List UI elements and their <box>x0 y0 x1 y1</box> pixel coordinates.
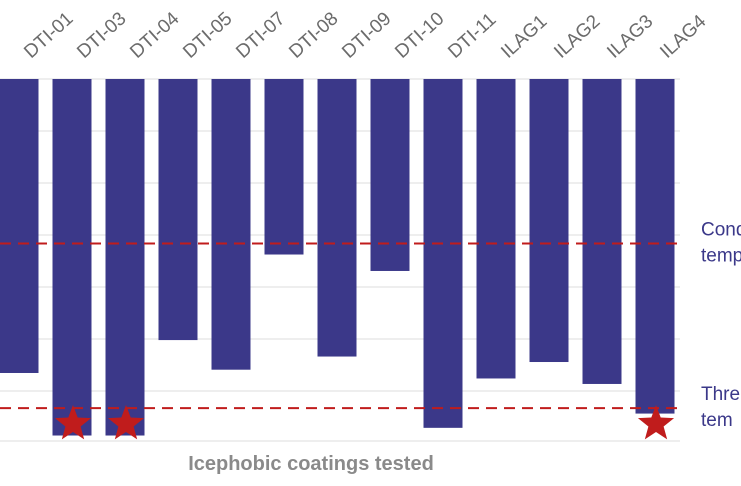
reference-line-labels: Cond temp Thre tem <box>701 220 741 432</box>
reference-lines <box>0 242 680 410</box>
bar-dti-08 <box>264 79 304 255</box>
star-marker-dti-03 <box>54 405 92 440</box>
bar-dti-01 <box>0 79 39 373</box>
tick-label-dti-11: DTI-11 <box>444 9 500 63</box>
star-marker-ilag4 <box>637 405 675 440</box>
bar-dti-11 <box>423 79 463 428</box>
tick-label-ilag4: ILAG4 <box>656 11 710 63</box>
bars <box>0 79 675 436</box>
bar-dti-04 <box>105 79 145 436</box>
star-marker-dti-04 <box>107 405 145 440</box>
tick-label-dti-01: DTI-01 <box>20 8 77 62</box>
tick-label-dti-09: DTI-09 <box>338 8 395 62</box>
bar-ilag3 <box>582 79 622 384</box>
tick-label-dti-07: DTI-07 <box>232 8 289 62</box>
reference-line-2-label: tem <box>701 410 733 431</box>
bar-ilag2 <box>529 79 569 363</box>
bar-dti-07 <box>211 79 251 370</box>
bar-ilag1 <box>476 79 516 379</box>
tick-label-ilag3: ILAG3 <box>603 11 657 63</box>
bar-dti-03 <box>52 79 92 436</box>
reference-line-2-label: Thre <box>701 384 740 405</box>
tick-label-dti-10: DTI-10 <box>391 8 448 62</box>
bar-dti-05 <box>158 79 198 341</box>
category-tick-labels: DTI-01DTI-03DTI-04DTI-05DTI-07DTI-08DTI-… <box>20 8 710 63</box>
reference-line-1-label: temp <box>701 246 741 267</box>
bar-dti-09 <box>317 79 357 357</box>
tick-label-dti-08: DTI-08 <box>285 8 342 62</box>
tick-label-ilag2: ILAG2 <box>550 11 604 63</box>
tick-label-ilag1: ILAG1 <box>497 11 551 63</box>
bar-dti-10 <box>370 79 410 271</box>
star-markers <box>54 405 675 440</box>
x-axis-title: Icephobic coatings tested <box>188 453 434 475</box>
tick-label-dti-04: DTI-04 <box>126 8 184 63</box>
tick-label-dti-03: DTI-03 <box>73 8 130 62</box>
tick-label-dti-05: DTI-05 <box>179 8 236 62</box>
bar-ilag4 <box>635 79 675 414</box>
reference-line-1-label: Cond <box>701 220 741 241</box>
